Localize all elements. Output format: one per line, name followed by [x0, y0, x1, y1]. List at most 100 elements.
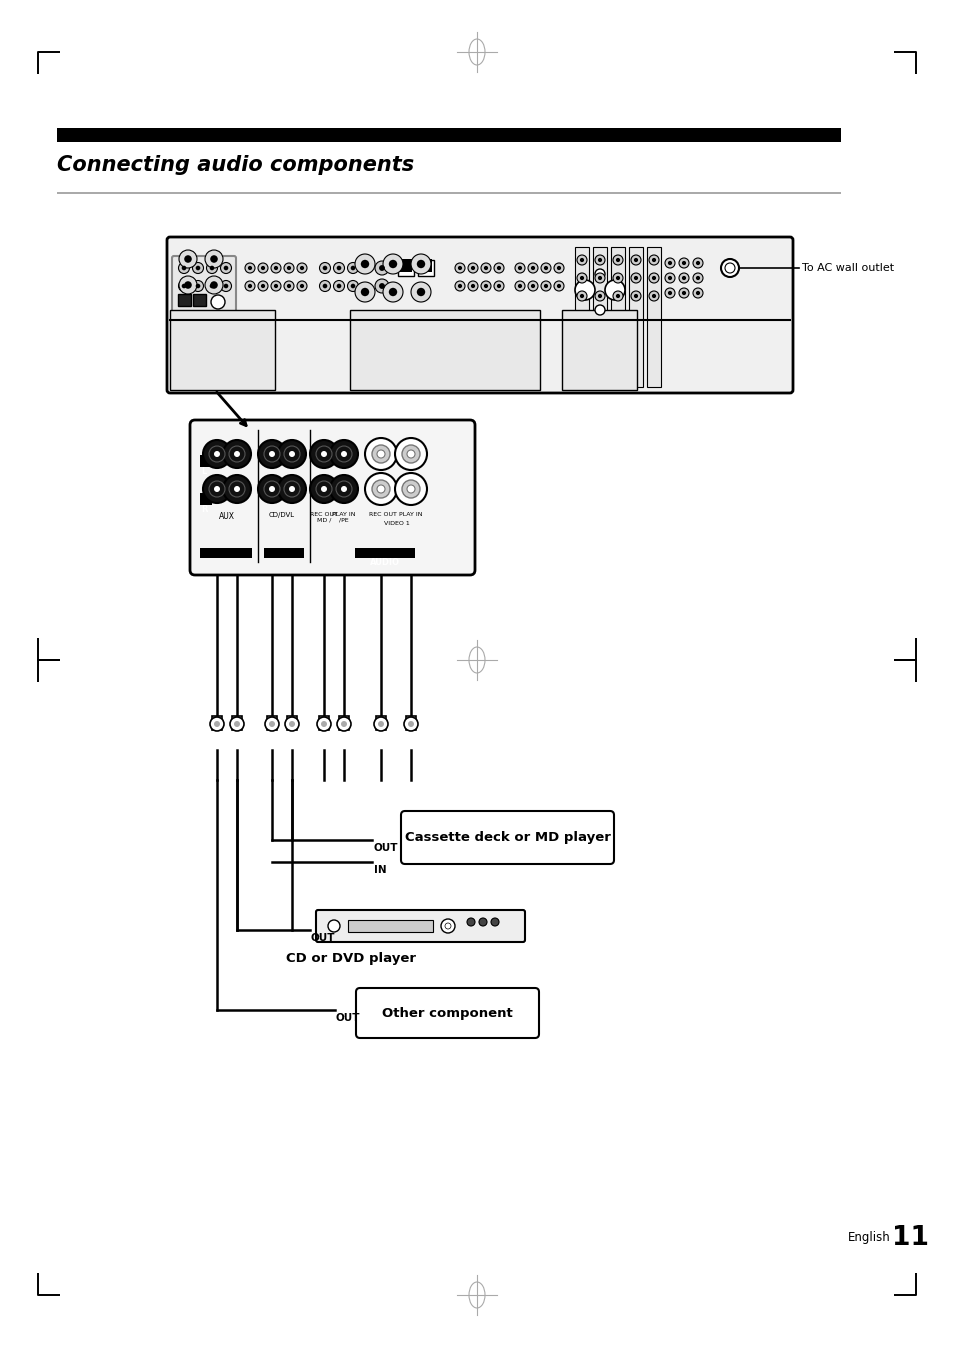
Circle shape	[664, 258, 675, 269]
Circle shape	[365, 437, 396, 470]
Circle shape	[375, 261, 389, 275]
Circle shape	[494, 263, 503, 273]
Circle shape	[210, 281, 217, 289]
Bar	[178, 294, 191, 306]
Circle shape	[330, 440, 357, 468]
Circle shape	[491, 918, 498, 926]
Circle shape	[320, 451, 327, 458]
Circle shape	[554, 281, 563, 292]
Text: AUX: AUX	[219, 512, 234, 521]
Circle shape	[299, 266, 304, 270]
Circle shape	[444, 923, 451, 929]
Circle shape	[468, 281, 477, 292]
Bar	[397, 261, 414, 275]
Circle shape	[213, 721, 220, 728]
Circle shape	[310, 475, 337, 504]
Text: PLAY IN: PLAY IN	[399, 512, 422, 517]
Circle shape	[223, 440, 251, 468]
Text: PLAY IN
/PE: PLAY IN /PE	[332, 512, 355, 522]
Circle shape	[575, 279, 595, 300]
Circle shape	[213, 486, 220, 491]
Circle shape	[289, 486, 294, 491]
Circle shape	[595, 273, 604, 284]
Bar	[200, 548, 252, 558]
Circle shape	[230, 717, 244, 730]
Bar	[232, 716, 242, 730]
Circle shape	[210, 255, 217, 263]
Circle shape	[468, 263, 477, 273]
Bar	[264, 548, 304, 558]
Circle shape	[274, 266, 278, 270]
Circle shape	[220, 281, 232, 292]
Circle shape	[681, 290, 685, 296]
Circle shape	[205, 250, 223, 269]
Text: L: L	[201, 467, 206, 477]
Circle shape	[440, 919, 455, 933]
Circle shape	[724, 263, 734, 273]
Circle shape	[692, 288, 702, 298]
Circle shape	[651, 294, 656, 298]
Circle shape	[543, 284, 548, 288]
Text: Cassette deck or MD player: Cassette deck or MD player	[404, 832, 610, 844]
Bar	[406, 716, 416, 730]
Circle shape	[269, 451, 274, 458]
Circle shape	[579, 294, 583, 298]
Circle shape	[695, 290, 700, 296]
Circle shape	[595, 292, 604, 301]
Circle shape	[455, 281, 464, 292]
Circle shape	[483, 266, 488, 270]
Bar	[398, 259, 412, 271]
Circle shape	[651, 258, 656, 262]
Circle shape	[540, 263, 551, 273]
Circle shape	[633, 294, 638, 298]
Text: OUT: OUT	[311, 933, 335, 944]
Circle shape	[365, 472, 396, 505]
Circle shape	[595, 305, 604, 315]
Circle shape	[195, 266, 200, 270]
Bar	[57, 192, 841, 194]
Circle shape	[315, 481, 332, 497]
Circle shape	[184, 255, 192, 263]
Circle shape	[213, 451, 220, 458]
Circle shape	[181, 284, 186, 289]
Circle shape	[289, 451, 294, 458]
FancyBboxPatch shape	[315, 910, 524, 942]
Circle shape	[595, 255, 604, 265]
Bar	[200, 455, 212, 467]
Circle shape	[178, 281, 190, 292]
Circle shape	[527, 263, 537, 273]
Circle shape	[284, 446, 299, 462]
Circle shape	[320, 721, 327, 728]
Circle shape	[284, 481, 299, 497]
Circle shape	[210, 717, 224, 730]
Circle shape	[577, 292, 586, 301]
Circle shape	[471, 284, 475, 288]
Circle shape	[328, 919, 339, 931]
Circle shape	[633, 275, 638, 279]
Circle shape	[269, 721, 274, 728]
Circle shape	[411, 254, 431, 274]
Circle shape	[395, 472, 427, 505]
Circle shape	[257, 475, 286, 504]
Circle shape	[403, 717, 417, 730]
Circle shape	[517, 266, 521, 270]
Circle shape	[667, 261, 672, 265]
Circle shape	[616, 294, 619, 298]
Circle shape	[478, 918, 486, 926]
Bar	[561, 310, 637, 390]
Text: OUT: OUT	[374, 842, 398, 853]
Circle shape	[408, 721, 414, 728]
Circle shape	[651, 275, 656, 279]
Circle shape	[335, 481, 352, 497]
Circle shape	[480, 263, 491, 273]
Circle shape	[340, 451, 347, 458]
Circle shape	[233, 451, 240, 458]
Circle shape	[457, 266, 461, 270]
Circle shape	[377, 721, 384, 728]
Circle shape	[257, 263, 268, 273]
Circle shape	[269, 486, 274, 491]
Circle shape	[223, 284, 228, 289]
Circle shape	[604, 279, 624, 300]
Circle shape	[296, 281, 307, 292]
Bar	[355, 548, 415, 558]
